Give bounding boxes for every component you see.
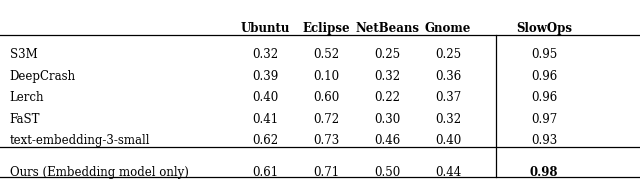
Text: 0.25: 0.25: [374, 48, 400, 61]
Text: Gnome: Gnome: [425, 22, 471, 35]
Text: 0.40: 0.40: [252, 91, 279, 104]
Text: 0.46: 0.46: [374, 134, 401, 147]
Text: 0.40: 0.40: [435, 134, 461, 147]
Text: 0.60: 0.60: [313, 91, 340, 104]
Text: 0.10: 0.10: [314, 70, 339, 83]
Text: 0.71: 0.71: [314, 166, 339, 179]
Text: 0.37: 0.37: [435, 91, 461, 104]
Text: 0.95: 0.95: [531, 48, 557, 61]
Text: 0.25: 0.25: [435, 48, 461, 61]
Text: 0.32: 0.32: [253, 48, 278, 61]
Text: 0.30: 0.30: [374, 113, 401, 126]
Text: Ours (Embedding model only): Ours (Embedding model only): [10, 166, 188, 179]
Text: 0.73: 0.73: [313, 134, 340, 147]
Text: 0.96: 0.96: [531, 91, 557, 104]
Text: 0.22: 0.22: [374, 91, 400, 104]
Text: DeepCrash: DeepCrash: [10, 70, 76, 83]
Text: 0.32: 0.32: [374, 70, 400, 83]
Text: Eclipse: Eclipse: [303, 22, 350, 35]
Text: Ubuntu: Ubuntu: [241, 22, 291, 35]
Text: 0.36: 0.36: [435, 70, 461, 83]
Text: 0.41: 0.41: [253, 113, 278, 126]
Text: NetBeans: NetBeans: [355, 22, 419, 35]
Text: 0.32: 0.32: [435, 113, 461, 126]
Text: 0.98: 0.98: [530, 166, 558, 179]
Text: 0.61: 0.61: [253, 166, 278, 179]
Text: 0.44: 0.44: [435, 166, 461, 179]
Text: 0.72: 0.72: [314, 113, 339, 126]
Text: 0.96: 0.96: [531, 70, 557, 83]
Text: 0.50: 0.50: [374, 166, 401, 179]
Text: Lerch: Lerch: [10, 91, 44, 104]
Text: S3M: S3M: [10, 48, 37, 61]
Text: 0.52: 0.52: [314, 48, 339, 61]
Text: FaST: FaST: [10, 113, 40, 126]
Text: 0.93: 0.93: [531, 134, 557, 147]
Text: text-embedding-3-small: text-embedding-3-small: [10, 134, 150, 147]
Text: 0.62: 0.62: [253, 134, 278, 147]
Text: SlowOps: SlowOps: [516, 22, 572, 35]
Text: 0.97: 0.97: [531, 113, 557, 126]
Text: 0.39: 0.39: [252, 70, 279, 83]
